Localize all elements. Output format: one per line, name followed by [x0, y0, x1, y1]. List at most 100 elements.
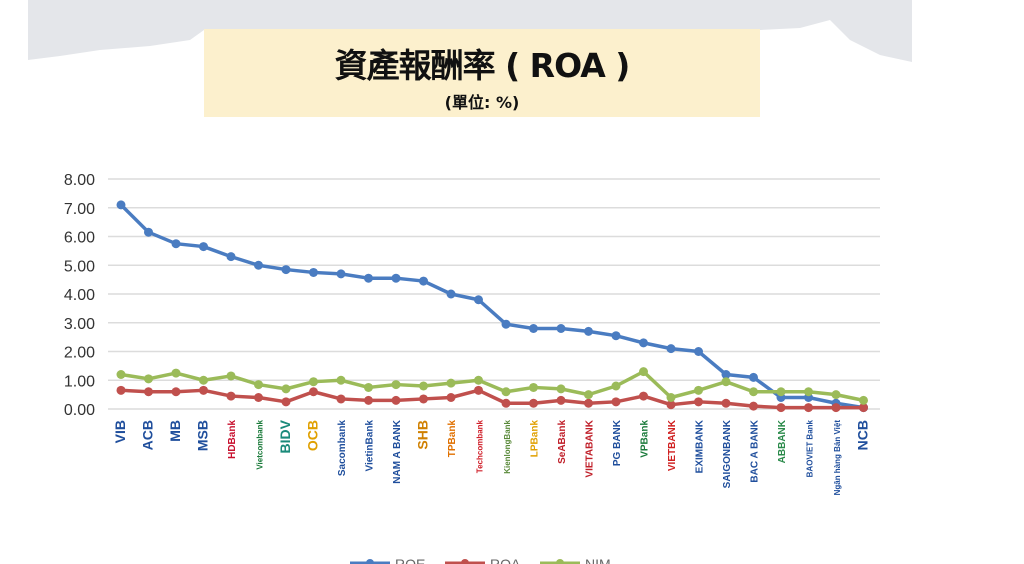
x-category-label: EXIMBANK: [695, 419, 706, 473]
x-category-label: NCB: [855, 420, 871, 450]
legend-marker: [366, 559, 374, 564]
data-point-roe: [639, 338, 648, 348]
data-point-roe: [501, 319, 511, 329]
data-point-nim: [419, 381, 428, 391]
torn-paper-banner: [28, 0, 912, 62]
data-point-nim: [364, 382, 373, 392]
data-point-nim: [144, 374, 153, 384]
data-point-nim: [391, 380, 401, 390]
x-category-label: Vietcombank: [256, 419, 265, 469]
data-point-nim: [254, 380, 263, 390]
data-point-roe: [309, 267, 318, 277]
legend-label: ROE: [395, 556, 425, 564]
data-point-nim: [226, 371, 236, 381]
data-point-roa: [556, 395, 566, 405]
data-point-roa: [721, 398, 731, 408]
legend-marker: [461, 559, 469, 564]
data-point-roe: [611, 331, 621, 341]
title-box: 資產報酬率 ( ROA ) (單位: %): [204, 29, 760, 117]
data-point-roa: [446, 393, 456, 402]
x-category-label: VPBank: [640, 420, 651, 458]
x-category-label: KienlongBank: [503, 419, 512, 473]
data-point-nim: [831, 390, 841, 400]
data-point-roa: [501, 398, 511, 408]
chart-subtitle: (單位: %): [444, 93, 520, 112]
x-category-label: Sacombank: [337, 420, 348, 477]
data-point-nim: [694, 385, 703, 395]
x-category-label: SeABank: [557, 420, 568, 464]
y-tick-label: 6.00: [64, 230, 95, 247]
data-point-roa: [859, 403, 868, 413]
data-point-roa: [336, 394, 346, 404]
legend-label: NIM: [585, 556, 611, 564]
x-category-label: ACB: [140, 420, 156, 450]
data-point-nim: [556, 384, 566, 394]
chart-title: 資產報酬率 ( ROA ): [334, 46, 631, 85]
data-point-nim: [776, 387, 786, 397]
x-category-label: NAM A BANK: [392, 419, 403, 483]
data-point-roa: [226, 391, 236, 401]
x-category-label: OCB: [305, 420, 321, 451]
data-point-roa: [776, 403, 786, 413]
x-category-label: VIETBANK: [667, 419, 678, 471]
data-point-roe: [419, 276, 428, 286]
data-point-roa: [364, 395, 373, 405]
y-tick-label: 2.00: [64, 345, 95, 362]
data-point-nim: [446, 378, 456, 388]
data-point-roe: [446, 289, 456, 299]
data-point-nim: [859, 395, 868, 405]
y-tick-label: 4.00: [64, 287, 95, 304]
data-point-roe: [171, 239, 181, 249]
x-category-label: VietinBank: [365, 420, 376, 472]
x-category-label: TPBank: [447, 420, 458, 458]
data-point-roa: [116, 385, 126, 395]
data-point-nim: [309, 377, 318, 387]
data-point-roe: [391, 273, 401, 283]
x-category-label: Ngân hàng Bản Việt: [833, 420, 842, 496]
y-tick-label: 3.00: [64, 316, 95, 333]
data-point-nim: [529, 382, 538, 392]
x-category-label: ABBANK: [777, 419, 788, 463]
data-point-roa: [144, 387, 153, 397]
data-point-roa: [281, 397, 291, 407]
data-point-nim: [199, 375, 208, 385]
y-tick-label: 0.00: [64, 402, 95, 419]
y-tick-label: 5.00: [64, 258, 95, 275]
legend-label: ROA: [490, 556, 521, 564]
data-point-roe: [749, 372, 758, 382]
x-category-label: MB: [167, 420, 183, 442]
data-point-roe: [584, 326, 593, 336]
data-point-nim: [501, 387, 511, 397]
data-point-roa: [666, 400, 676, 410]
series-line-nim: [120, 369, 864, 403]
data-point-roa: [804, 403, 813, 413]
data-point-roa: [419, 394, 428, 404]
data-point-nim: [281, 384, 291, 394]
data-point-roa: [584, 398, 593, 408]
data-point-roa: [694, 397, 703, 407]
data-point-roe: [116, 200, 126, 210]
series-line-roa: [120, 388, 864, 410]
data-point-roa: [391, 395, 401, 405]
x-category-label: BAOVIET Bank: [806, 419, 815, 477]
data-point-roe: [144, 227, 153, 237]
x-category-label: VIB: [112, 420, 128, 443]
data-point-roa: [639, 391, 648, 401]
x-category-label: Techcombank: [476, 419, 485, 473]
data-point-roa: [199, 385, 208, 395]
x-category-label: SAIGONBANK: [722, 419, 733, 488]
data-point-roa: [529, 398, 538, 408]
x-category-label: HDBank: [227, 420, 238, 459]
x-category-label: MSB: [195, 420, 211, 451]
y-tick-label: 7.00: [64, 201, 95, 218]
x-category-label: LPBank: [530, 420, 541, 458]
data-point-roa: [309, 387, 318, 397]
data-point-roa: [171, 387, 181, 397]
data-point-roe: [721, 370, 731, 379]
data-point-roa: [254, 393, 263, 402]
data-point-roa: [474, 385, 483, 395]
data-point-nim: [171, 368, 181, 378]
y-tick-label: 8.00: [64, 172, 95, 189]
data-point-roe: [556, 324, 566, 333]
